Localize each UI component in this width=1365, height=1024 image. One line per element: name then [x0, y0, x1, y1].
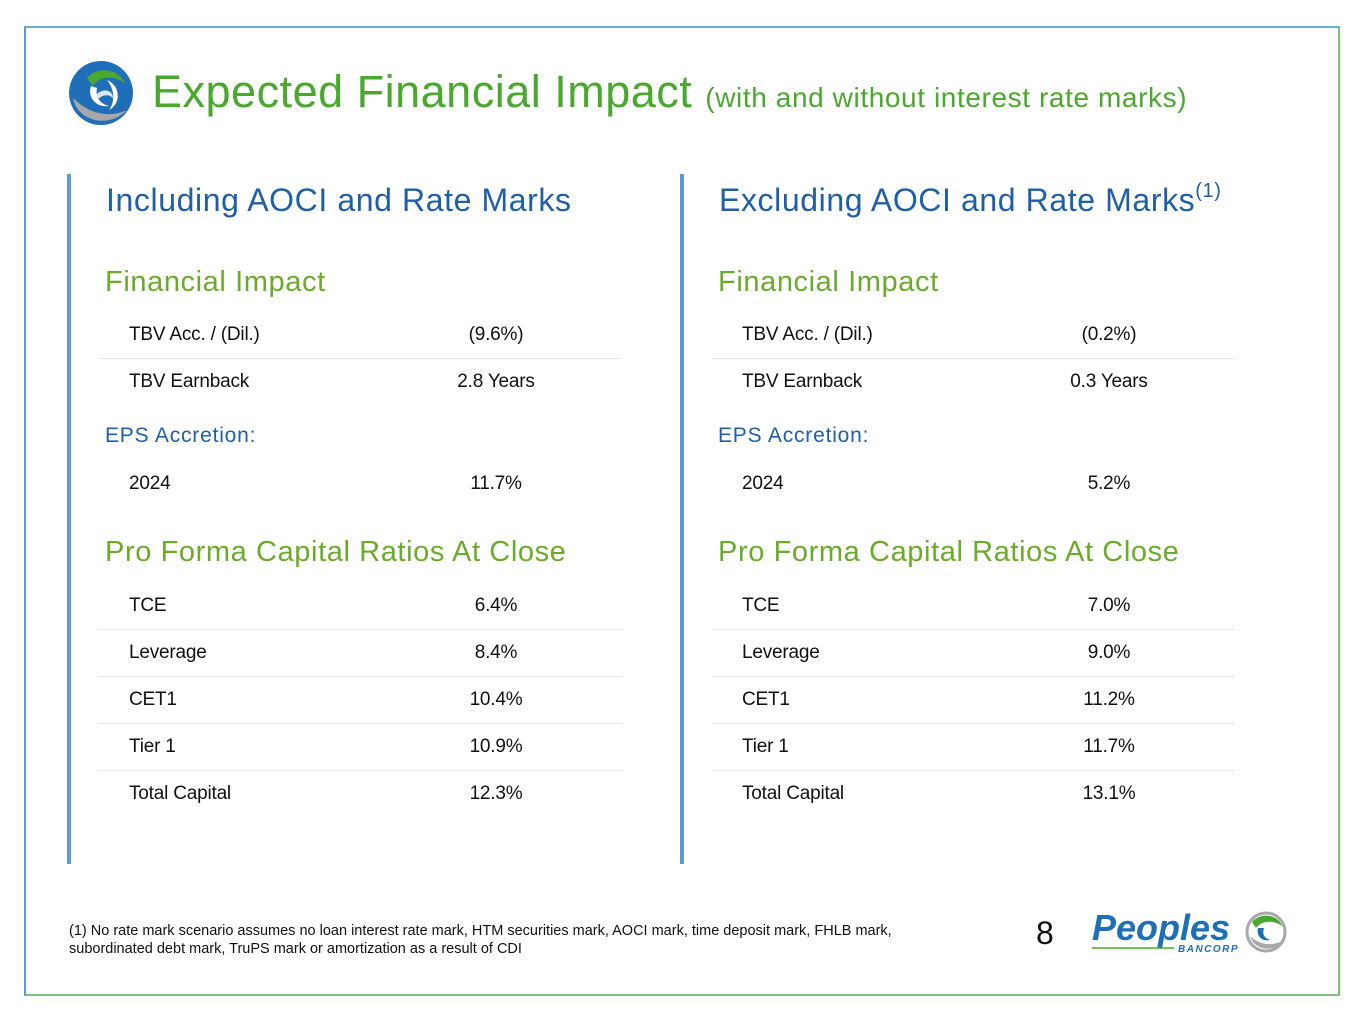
peoples-bancorp-logo: Peoples BANCORP	[1092, 907, 1287, 955]
row-label: CET1	[129, 689, 177, 710]
table-row: TCE 6.4%	[99, 582, 622, 630]
row-value: 11.7%	[1083, 736, 1135, 757]
row-value: 7.0%	[1087, 595, 1131, 616]
row-value: 10.4%	[469, 689, 523, 710]
table-row: TCE 7.0%	[712, 582, 1235, 630]
table-row: 2024 11.7%	[99, 460, 622, 507]
table-row: TBV Acc. / (Dil.) (0.2%)	[712, 311, 1235, 359]
row-label: Leverage	[129, 642, 207, 663]
row-value: 5.2%	[1087, 473, 1131, 494]
table-row: 2024 5.2%	[712, 460, 1235, 507]
brand-sub: BANCORP	[1178, 944, 1239, 955]
section-financial-impact: Financial Impact	[105, 266, 326, 298]
row-value: 6.4%	[474, 595, 518, 616]
title-main: Expected Financial Impact	[152, 66, 693, 117]
table-row: Leverage 8.4%	[99, 629, 622, 677]
footnote: (1) No rate mark scenario assumes no loa…	[69, 923, 892, 957]
table-row: TBV Earnback 0.3 Years	[712, 358, 1235, 405]
row-label: 2024	[742, 473, 784, 494]
table-row: CET1 10.4%	[99, 676, 622, 724]
column-divider-bar	[680, 174, 684, 864]
row-label: TBV Earnback	[742, 371, 863, 392]
row-label: TCE	[129, 595, 167, 616]
row-label: Total Capital	[129, 783, 231, 804]
row-value: 0.3 Years	[1070, 371, 1148, 392]
title-subtitle: (with and without interest rate marks)	[705, 82, 1188, 113]
row-value: 8.4%	[474, 642, 518, 663]
row-label: Tier 1	[129, 736, 176, 757]
row-value: (0.2%)	[1081, 324, 1137, 345]
table-row: Tier 1 11.7%	[712, 723, 1235, 771]
page-number: 8	[1036, 915, 1054, 951]
row-value: 11.2%	[1083, 689, 1135, 710]
table-row: CET1 11.2%	[712, 676, 1235, 724]
table-row: TBV Acc. / (Dil.) (9.6%)	[99, 311, 622, 359]
column-including-marks: Including AOCI and Rate Marks Financial …	[67, 174, 627, 864]
row-value: 2.8 Years	[457, 371, 535, 392]
brand-name: Peoples	[1092, 907, 1230, 948]
row-label: 2024	[129, 473, 171, 494]
table-row: Leverage 9.0%	[712, 629, 1235, 677]
row-value: 9.0%	[1087, 642, 1131, 663]
table-row: Total Capital 12.3%	[99, 770, 622, 817]
footnote-marker: (1)	[1195, 180, 1222, 203]
slide-frame	[24, 26, 1340, 996]
eps-accretion-label: EPS Accretion:	[718, 424, 870, 447]
section-financial-impact: Financial Impact	[718, 266, 939, 298]
brand-swirl-icon	[1245, 911, 1287, 953]
table-row: TBV Earnback 2.8 Years	[99, 358, 622, 405]
column-heading-text: Excluding AOCI and Rate Marks	[719, 182, 1196, 218]
section-capital-ratios: Pro Forma Capital Ratios At Close	[105, 536, 567, 568]
row-value: 11.7%	[470, 473, 522, 494]
table-row: Tier 1 10.9%	[99, 723, 622, 771]
row-label: TBV Acc. / (Dil.)	[129, 324, 260, 345]
section-capital-ratios: Pro Forma Capital Ratios At Close	[718, 536, 1180, 568]
row-label: Tier 1	[742, 736, 789, 757]
row-label: TBV Acc. / (Dil.)	[742, 324, 873, 345]
row-value: 13.1%	[1082, 783, 1136, 804]
row-label: Leverage	[742, 642, 820, 663]
page-title: Expected Financial Impact (with and with…	[152, 66, 1187, 118]
row-label: Total Capital	[742, 783, 844, 804]
peoples-swirl-logo-icon	[69, 61, 133, 125]
column-divider-bar	[67, 174, 71, 864]
column-heading: Including AOCI and Rate Marks	[106, 182, 572, 219]
row-label: TCE	[742, 595, 780, 616]
table-row: Total Capital 13.1%	[712, 770, 1235, 817]
column-heading-text: Including AOCI and Rate Marks	[106, 182, 572, 218]
row-label: CET1	[742, 689, 790, 710]
row-value: 10.9%	[469, 736, 523, 757]
row-label: TBV Earnback	[129, 371, 250, 392]
row-value: (9.6%)	[468, 324, 524, 345]
column-heading: Excluding AOCI and Rate Marks(1)	[719, 180, 1222, 219]
eps-accretion-label: EPS Accretion:	[105, 424, 257, 447]
column-excluding-marks: Excluding AOCI and Rate Marks(1) Financi…	[680, 174, 1240, 864]
row-value: 12.3%	[469, 783, 523, 804]
